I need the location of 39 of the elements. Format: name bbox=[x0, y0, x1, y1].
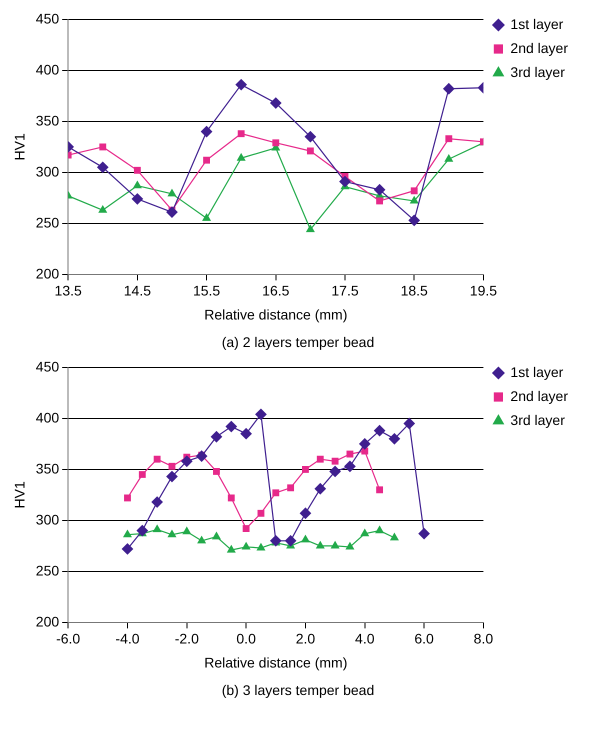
y-tick-label: 400 bbox=[36, 61, 60, 78]
x-tick-label: -2.0 bbox=[174, 630, 200, 647]
legend-label: 3rd layer bbox=[510, 412, 566, 428]
x-tick-label: -4.0 bbox=[115, 630, 140, 647]
x-axis-title: Relative distance (mm) bbox=[204, 654, 348, 670]
y-tick-label: 200 bbox=[36, 613, 60, 630]
legend-label: 1st layer bbox=[510, 16, 564, 32]
y-tick-label: 300 bbox=[36, 163, 60, 180]
y-tick-label: 250 bbox=[36, 214, 60, 230]
x-tick-label: 0.0 bbox=[236, 630, 256, 647]
x-tick-label: 6.0 bbox=[414, 630, 434, 647]
x-axis-title: Relative distance (mm) bbox=[204, 306, 348, 322]
y-tick-label: 450 bbox=[36, 10, 60, 26]
y-tick-label: 250 bbox=[36, 562, 60, 578]
legend-label: 2nd layer bbox=[510, 40, 568, 56]
text: (a) 2 layers temper bead bbox=[220, 334, 376, 350]
x-tick-label: -6.0 bbox=[56, 630, 80, 647]
text: (b) 3 layers temper bead bbox=[220, 682, 376, 698]
legend-label: 2nd layer bbox=[510, 388, 568, 404]
y-axis-title: HV1 bbox=[11, 133, 28, 161]
y-tick-label: 200 bbox=[36, 265, 60, 282]
x-tick-label: 16.5 bbox=[262, 282, 290, 299]
x-tick-label: 2.0 bbox=[296, 630, 316, 647]
x-tick-label: 14.5 bbox=[124, 282, 152, 299]
x-tick-label: 17.5 bbox=[331, 282, 359, 299]
x-tick-label: 4.0 bbox=[355, 630, 375, 647]
x-tick-label: 8.0 bbox=[474, 630, 494, 647]
legend-label: 3rd layer bbox=[510, 64, 566, 80]
y-axis-title: HV1 bbox=[11, 481, 28, 509]
y-tick-label: 450 bbox=[36, 358, 60, 374]
legend-label: 1st layer bbox=[510, 364, 564, 380]
x-tick-label: 15.5 bbox=[192, 282, 220, 299]
y-tick-label: 400 bbox=[36, 409, 60, 426]
y-tick-label: 350 bbox=[36, 460, 60, 476]
x-tick-label: 13.5 bbox=[54, 282, 82, 299]
x-tick-label: 18.5 bbox=[400, 282, 428, 299]
y-tick-label: 350 bbox=[36, 112, 60, 128]
x-tick-label: 19.5 bbox=[470, 282, 498, 299]
y-tick-label: 300 bbox=[36, 511, 60, 528]
